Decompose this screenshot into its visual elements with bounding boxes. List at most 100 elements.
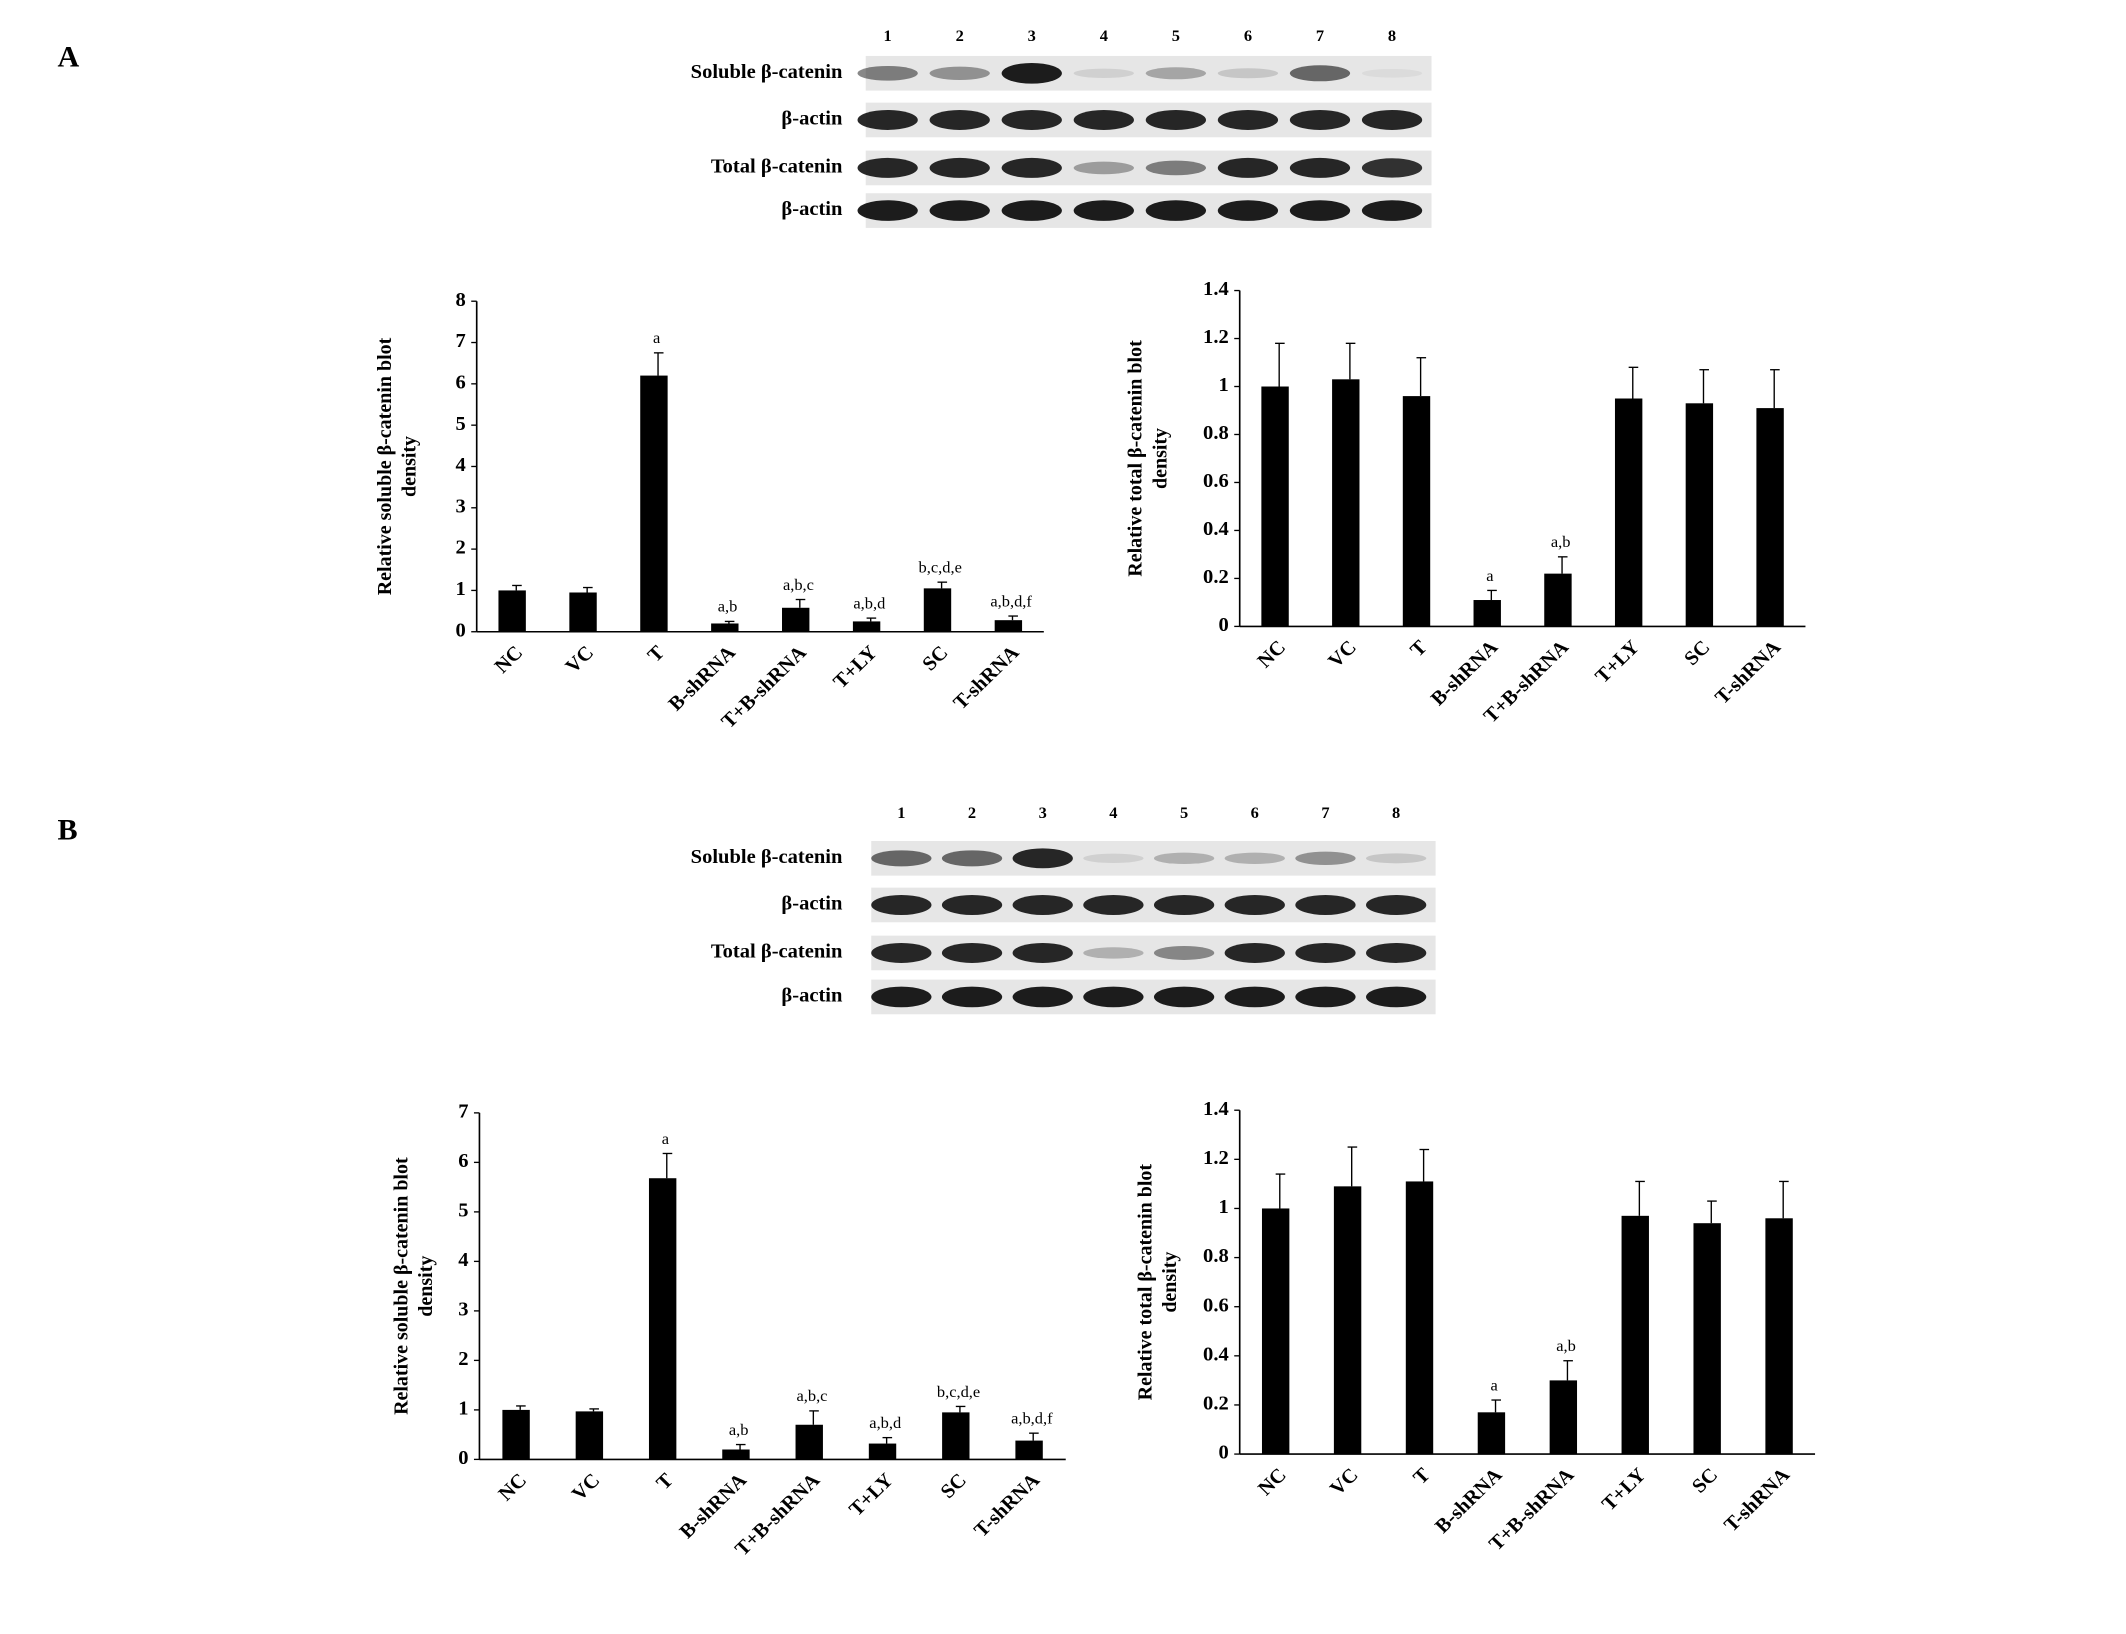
bar bbox=[923, 588, 952, 632]
lane-number: 7 bbox=[1316, 27, 1324, 45]
lane-number: 5 bbox=[1180, 804, 1188, 822]
y-tick-label: 0.4 bbox=[1203, 518, 1229, 540]
bar bbox=[498, 590, 526, 632]
blot-band bbox=[1366, 942, 1427, 963]
blot-band bbox=[1361, 200, 1423, 221]
panel-label: B bbox=[58, 815, 78, 847]
y-tick-label: 1 bbox=[458, 1398, 468, 1420]
bar bbox=[569, 592, 597, 632]
y-tick-label: 4 bbox=[458, 1249, 468, 1271]
lane-number: 1 bbox=[884, 27, 892, 45]
blot-row-label: Soluble β-catenin bbox=[691, 61, 843, 83]
blot-band bbox=[1224, 986, 1285, 1008]
blot-band bbox=[941, 894, 1003, 915]
annotation: a,b,c bbox=[783, 576, 814, 594]
bar bbox=[1333, 1186, 1362, 1455]
blot-band bbox=[1224, 852, 1285, 864]
y-tick-label: 4 bbox=[455, 454, 465, 476]
panel-label: A bbox=[58, 42, 80, 74]
bar bbox=[1261, 386, 1289, 627]
y-tick-label: 3 bbox=[458, 1299, 468, 1321]
bar bbox=[795, 1424, 823, 1460]
blot-band bbox=[1153, 986, 1215, 1008]
annotation: b,c,d,e bbox=[919, 559, 962, 577]
blot-band bbox=[1083, 894, 1144, 915]
blot-band bbox=[857, 200, 918, 221]
bar bbox=[994, 620, 1023, 632]
bar bbox=[1261, 1208, 1290, 1455]
blot-band bbox=[1073, 200, 1134, 221]
bar bbox=[1332, 379, 1360, 627]
y-tick-label: 1 bbox=[1218, 1196, 1228, 1218]
y-tick-label: 2 bbox=[458, 1348, 468, 1370]
annotation: a bbox=[1491, 1377, 1498, 1395]
annotation: a,b,d,f bbox=[990, 593, 1032, 611]
annotation: a,b bbox=[1551, 533, 1571, 551]
lane-number: 5 bbox=[1172, 27, 1180, 45]
bar bbox=[1402, 396, 1431, 627]
blot-band bbox=[857, 65, 918, 81]
blot-band bbox=[1361, 158, 1423, 178]
blot-band bbox=[1083, 986, 1144, 1008]
y-tick-label: 3 bbox=[455, 496, 465, 518]
bar bbox=[648, 1178, 677, 1460]
blot-band bbox=[1153, 852, 1215, 864]
y-axis-label: Relative soluble β-catenin blot bbox=[390, 1157, 412, 1415]
blot-band bbox=[857, 109, 918, 130]
blot-band bbox=[929, 157, 990, 178]
blot-band bbox=[1012, 986, 1073, 1008]
blot-band bbox=[929, 109, 990, 130]
blot-row-label: Total β-catenin bbox=[711, 156, 843, 178]
blot-band bbox=[1012, 894, 1073, 915]
y-tick-label: 5 bbox=[455, 413, 465, 435]
y-tick-label: 6 bbox=[458, 1150, 468, 1172]
blot-band bbox=[1001, 157, 1062, 178]
bar bbox=[711, 623, 739, 632]
blot-band bbox=[1012, 848, 1073, 869]
blot-band bbox=[1295, 894, 1356, 915]
bar bbox=[1756, 408, 1784, 627]
bar bbox=[1477, 1412, 1506, 1455]
bar bbox=[1473, 600, 1501, 627]
blot-row-label: β-actin bbox=[781, 198, 842, 220]
y-axis-label: Relative total β-catenin blot bbox=[1124, 340, 1146, 577]
blot-row-label: Total β-catenin bbox=[711, 941, 843, 963]
y-tick-label: 7 bbox=[455, 330, 465, 352]
blot-band bbox=[1073, 68, 1134, 78]
blot-band bbox=[1001, 62, 1062, 84]
blot-band bbox=[929, 66, 990, 80]
y-tick-label: 0.8 bbox=[1203, 1245, 1229, 1267]
blot-band bbox=[1001, 109, 1062, 130]
bar bbox=[1685, 403, 1714, 627]
blot-band bbox=[1012, 942, 1073, 963]
y-axis-label: density bbox=[398, 436, 420, 497]
bar bbox=[1405, 1181, 1434, 1455]
blot-band bbox=[1145, 67, 1207, 80]
blot-band bbox=[1001, 200, 1062, 221]
bar bbox=[1544, 573, 1572, 627]
lane-number: 3 bbox=[1039, 804, 1047, 822]
lane-number: 6 bbox=[1244, 27, 1252, 45]
blot-band bbox=[1217, 157, 1279, 178]
lane-number: 6 bbox=[1251, 804, 1259, 822]
bar bbox=[1614, 398, 1643, 627]
y-tick-label: 1.2 bbox=[1203, 1147, 1229, 1169]
lane-number: 1 bbox=[897, 804, 905, 822]
bar bbox=[640, 375, 668, 632]
blot-row-label: β-actin bbox=[781, 108, 842, 130]
lane-number: 4 bbox=[1109, 804, 1117, 822]
bar bbox=[722, 1449, 750, 1460]
y-tick-label: 0.6 bbox=[1203, 1295, 1229, 1317]
blot-row-label: β-actin bbox=[781, 893, 842, 915]
blot-band bbox=[1083, 947, 1144, 959]
blot-band bbox=[1361, 68, 1423, 78]
blot-band bbox=[1145, 200, 1207, 221]
y-axis-label: density bbox=[1149, 428, 1171, 489]
blot-band bbox=[871, 986, 932, 1008]
annotation: a,b bbox=[718, 598, 738, 616]
y-axis-label: density bbox=[415, 1256, 437, 1317]
y-tick-label: 1.2 bbox=[1203, 326, 1229, 348]
